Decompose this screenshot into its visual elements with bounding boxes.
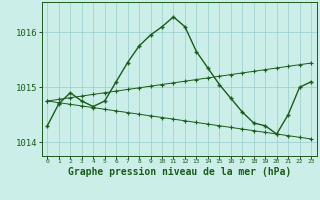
X-axis label: Graphe pression niveau de la mer (hPa): Graphe pression niveau de la mer (hPa)	[68, 167, 291, 177]
